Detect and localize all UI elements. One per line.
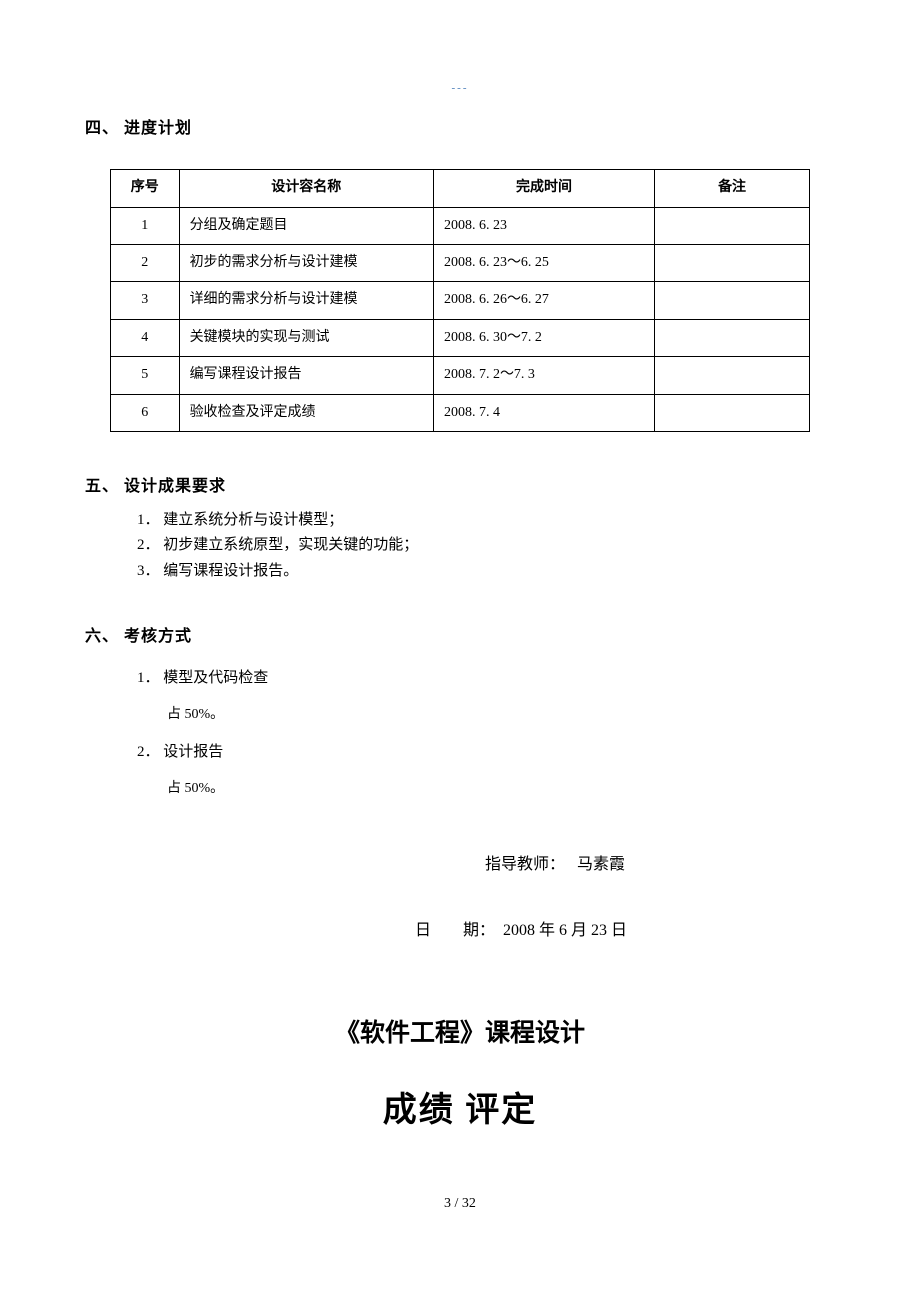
exam-item-title: 1． 模型及代码检查 [137, 666, 835, 690]
cell-seq: 5 [111, 357, 180, 394]
table-row: 1 分组及确定题目 2008. 6. 23 [111, 207, 810, 244]
cell-note [655, 207, 810, 244]
teacher-label: 指导教师： [485, 856, 565, 873]
teacher-line: 指导教师： 马素霞 [85, 852, 835, 878]
cell-time: 2008. 7. 4 [433, 394, 654, 431]
date-label: 日 期： [415, 922, 495, 939]
table-row: 2 初步的需求分析与设计建模 2008. 6. 23～6. 25 [111, 244, 810, 281]
section6-heading: 六、 考核方式 [85, 624, 835, 650]
cell-note [655, 319, 810, 356]
date-line: 日 期： 2008 年 6 月 23 日 [85, 918, 835, 944]
cell-time: 2008. 6. 30～7. 2 [433, 319, 654, 356]
teacher-name: 马素霞 [577, 856, 625, 873]
cell-name: 验收检查及评定成绩 [179, 394, 433, 431]
cell-seq: 4 [111, 319, 180, 356]
table-row: 6 验收检查及评定成绩 2008. 7. 4 [111, 394, 810, 431]
exam-item-detail: 占 50%。 [167, 704, 835, 726]
cell-seq: 2 [111, 244, 180, 281]
cell-seq: 3 [111, 282, 180, 319]
exam-item: 2． 设计报告 占 50%。 [137, 740, 835, 800]
cell-note [655, 357, 810, 394]
exam-item-title: 2． 设计报告 [137, 740, 835, 764]
cell-note [655, 244, 810, 281]
section5-list: 1． 建立系统分析与设计模型； 2． 初步建立系统原型，实现关键的功能； 3． … [137, 508, 835, 585]
section6-list: 1． 模型及代码检查 占 50%。 2． 设计报告 占 50%。 [137, 666, 835, 801]
table-row: 5 编写课程设计报告 2008. 7. 2～7. 3 [111, 357, 810, 394]
date-value: 2008 年 6 月 23 日 [503, 922, 627, 939]
cell-name: 编写课程设计报告 [179, 357, 433, 394]
table-row: 3 详细的需求分析与设计建模 2008. 6. 26～6. 27 [111, 282, 810, 319]
col-header-name: 设计容名称 [179, 170, 433, 207]
header-mark: --- [85, 80, 835, 98]
cell-time: 2008. 7. 2～7. 3 [433, 357, 654, 394]
list-item: 1． 建立系统分析与设计模型； [137, 508, 835, 534]
schedule-table: 序号 设计容名称 完成时间 备注 1 分组及确定题目 2008. 6. 23 2… [110, 169, 810, 432]
exam-item-detail: 占 50%。 [167, 778, 835, 800]
course-title: 《软件工程》课程设计 [85, 1014, 835, 1054]
cell-name: 详细的需求分析与设计建模 [179, 282, 433, 319]
section4-heading: 四、 进度计划 [85, 116, 835, 142]
cell-time: 2008. 6. 23～6. 25 [433, 244, 654, 281]
cell-seq: 6 [111, 394, 180, 431]
exam-item: 1． 模型及代码检查 占 50%。 [137, 666, 835, 726]
cell-name: 分组及确定题目 [179, 207, 433, 244]
cell-name: 关键模块的实现与测试 [179, 319, 433, 356]
cell-note [655, 394, 810, 431]
section5-heading: 五、 设计成果要求 [85, 474, 835, 500]
page-number: 3 / 32 [85, 1193, 835, 1215]
cell-note [655, 282, 810, 319]
col-header-note: 备注 [655, 170, 810, 207]
cell-seq: 1 [111, 207, 180, 244]
table-row: 4 关键模块的实现与测试 2008. 6. 30～7. 2 [111, 319, 810, 356]
list-item: 3． 编写课程设计报告。 [137, 559, 835, 585]
list-item: 2． 初步建立系统原型，实现关键的功能； [137, 533, 835, 559]
signature-block: 指导教师： 马素霞 日 期： 2008 年 6 月 23 日 [85, 852, 835, 943]
col-header-seq: 序号 [111, 170, 180, 207]
table-header-row: 序号 设计容名称 完成时间 备注 [111, 170, 810, 207]
col-header-time: 完成时间 [433, 170, 654, 207]
cell-time: 2008. 6. 26～6. 27 [433, 282, 654, 319]
cell-name: 初步的需求分析与设计建模 [179, 244, 433, 281]
cell-time: 2008. 6. 23 [433, 207, 654, 244]
grade-title: 成绩 评定 [85, 1084, 835, 1138]
